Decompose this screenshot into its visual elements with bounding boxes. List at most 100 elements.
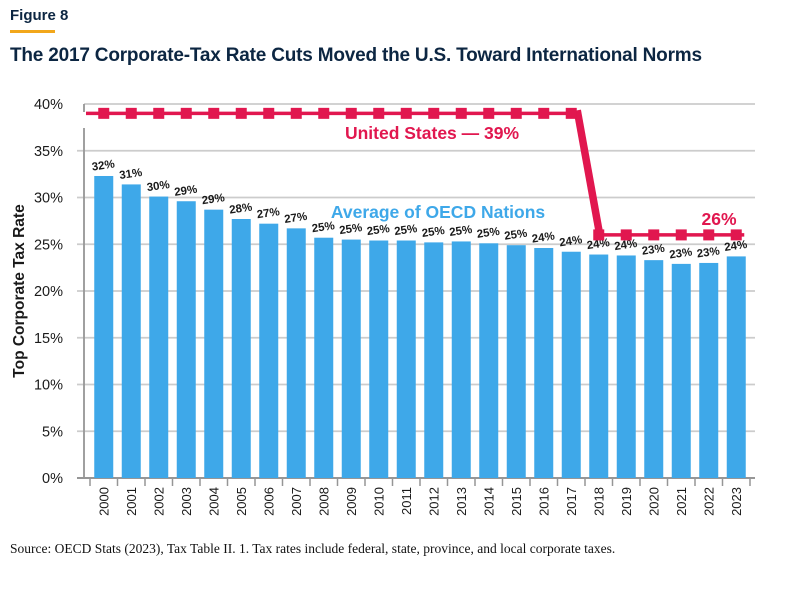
x-label-2017: 2017 bbox=[564, 487, 579, 516]
us-line-marker-2001 bbox=[125, 107, 137, 119]
bar-label-2009: 25% bbox=[339, 222, 363, 237]
bar-2001 bbox=[121, 184, 141, 478]
bar-2010 bbox=[369, 240, 389, 478]
x-label-2014: 2014 bbox=[481, 487, 496, 516]
bar-label-2016: 24% bbox=[531, 230, 555, 245]
bar-2003 bbox=[176, 201, 196, 479]
x-label-2023: 2023 bbox=[729, 487, 744, 516]
bar-2020 bbox=[644, 260, 664, 478]
x-label-2005: 2005 bbox=[234, 487, 249, 516]
bar-label-2019: 24% bbox=[614, 238, 638, 253]
y-axis-title: Top Corporate Tax Rate bbox=[11, 204, 28, 378]
x-label-2008: 2008 bbox=[316, 487, 331, 516]
bar-label-2008: 25% bbox=[311, 220, 335, 235]
us-line-marker-2014 bbox=[483, 107, 495, 119]
y-label-40: 40% bbox=[34, 97, 63, 113]
corporate-tax-rate-chart: 32%31%30% 29%29%28% 27% 27%25% 25% 25% 25% 25% 2… bbox=[11, 97, 755, 516]
bar-2015 bbox=[506, 245, 526, 478]
bar-label-2003: 29% bbox=[174, 184, 198, 199]
bar-2006 bbox=[259, 223, 279, 478]
us-line-marker-2019 bbox=[620, 229, 632, 241]
bar-label-2013: 25% bbox=[449, 224, 473, 239]
bar-label-2000: 32% bbox=[91, 158, 115, 173]
x-label-2000: 2000 bbox=[96, 487, 111, 516]
x-label-2018: 2018 bbox=[591, 487, 606, 516]
bar-2004 bbox=[204, 209, 224, 478]
bar-2000 bbox=[94, 175, 114, 478]
us-line-marker-2010 bbox=[373, 107, 385, 119]
x-label-2015: 2015 bbox=[509, 487, 524, 516]
us-line-label: United States — 39% bbox=[345, 123, 520, 143]
y-label-5: 5% bbox=[42, 424, 63, 440]
us-line-marker-2000 bbox=[98, 107, 110, 119]
bar-2002 bbox=[149, 196, 169, 478]
us-line-marker-2018 bbox=[593, 229, 605, 241]
y-label-15: 15% bbox=[34, 331, 63, 347]
bar-2018 bbox=[589, 254, 609, 478]
bar-label-2002: 30% bbox=[146, 179, 170, 194]
y-label-20: 20% bbox=[34, 284, 63, 300]
bar-label-2004: 29% bbox=[201, 192, 225, 207]
x-label-2004: 2004 bbox=[206, 487, 221, 516]
bar-2013 bbox=[451, 241, 471, 478]
bar-label-2014: 25% bbox=[476, 226, 500, 241]
bar-label-2022: 23% bbox=[696, 245, 720, 260]
bar-2012 bbox=[424, 242, 444, 478]
x-label-2022: 2022 bbox=[701, 487, 716, 516]
bar-2011 bbox=[396, 240, 416, 478]
bar-label-2021: 23% bbox=[669, 246, 693, 261]
us-line-marker-2006 bbox=[263, 107, 275, 119]
bar-label-2023: 24% bbox=[724, 239, 748, 254]
x-label-2009: 2009 bbox=[344, 487, 359, 516]
x-label-2011: 2011 bbox=[399, 487, 414, 515]
y-label-35: 35% bbox=[34, 144, 63, 160]
bar-2023 bbox=[726, 256, 746, 478]
bar-label-2018: 24% bbox=[586, 237, 610, 252]
x-label-2020: 2020 bbox=[646, 487, 661, 516]
us-line-marker-2003 bbox=[180, 107, 192, 119]
bar-label-2010: 25% bbox=[366, 223, 390, 238]
us-line-marker-2011 bbox=[400, 107, 412, 119]
us-line-marker-2005 bbox=[235, 107, 247, 119]
us-line-marker-2004 bbox=[208, 107, 220, 119]
x-label-2007: 2007 bbox=[289, 487, 304, 516]
us-line-marker-2012 bbox=[428, 107, 440, 119]
us-line-marker-2013 bbox=[455, 107, 467, 119]
figure-title: The 2017 Corporate-Tax Rate Cuts Moved t… bbox=[10, 45, 702, 66]
bar-2017 bbox=[561, 251, 581, 478]
bar-2014 bbox=[479, 243, 499, 478]
x-label-2006: 2006 bbox=[261, 487, 276, 516]
bar-2005 bbox=[231, 219, 251, 478]
bar-label-2006: 27% bbox=[256, 206, 280, 221]
oecd-label: Average of OECD Nations bbox=[331, 202, 546, 222]
us-line-marker-2017 bbox=[565, 107, 577, 119]
us-line-marker-2008 bbox=[318, 107, 330, 119]
y-label-25: 25% bbox=[34, 237, 63, 253]
y-label-30: 30% bbox=[34, 191, 63, 207]
us-line-marker-2022 bbox=[703, 229, 715, 241]
us-line-marker-2009 bbox=[345, 107, 357, 119]
bar-label-2011: 25% bbox=[394, 223, 418, 238]
bar-2007 bbox=[286, 228, 306, 478]
bar-2022 bbox=[699, 262, 719, 478]
us-line-drop bbox=[573, 109, 604, 236]
figure-accent-rule bbox=[10, 30, 55, 33]
x-label-2016: 2016 bbox=[536, 487, 551, 516]
source-note: Source: OECD Stats (2023), Tax Table II.… bbox=[10, 541, 616, 556]
us-line-marker-2015 bbox=[510, 107, 522, 119]
x-label-2003: 2003 bbox=[179, 487, 194, 516]
bar-label-2001: 31% bbox=[119, 167, 143, 182]
x-label-2021: 2021 bbox=[674, 487, 689, 516]
bar-2009 bbox=[341, 239, 361, 478]
y-label-10: 10% bbox=[34, 378, 63, 394]
us-line-marker-2016 bbox=[538, 107, 550, 119]
bar-label-2005: 28% bbox=[229, 201, 253, 216]
bar-label-2012: 25% bbox=[421, 225, 445, 240]
us-line-marker-2007 bbox=[290, 107, 302, 119]
y-label-0: 0% bbox=[42, 471, 63, 487]
bar-2016 bbox=[534, 247, 554, 478]
bar-2008 bbox=[314, 237, 334, 478]
bar-label-2015: 25% bbox=[504, 228, 528, 243]
figure-label: Figure 8 bbox=[10, 7, 69, 24]
